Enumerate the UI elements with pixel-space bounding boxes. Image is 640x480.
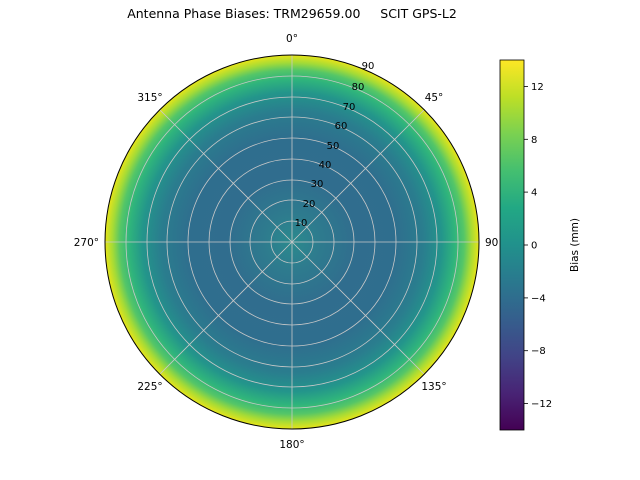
colorbar-gradient — [499, 59, 525, 431]
radial-tick-label: 10 — [295, 218, 308, 229]
radial-tick-label: 50 — [327, 141, 340, 152]
colorbar-tick-label: 12 — [531, 82, 544, 93]
radial-tick-label: 60 — [335, 121, 348, 132]
radial-tick-label: 80 — [352, 82, 365, 93]
angle-tick-label: 135° — [421, 381, 446, 393]
angle-tick-labels: 0° 45° 90 135° 180° 225° 270° 315° — [74, 33, 499, 451]
radial-tick-label: 40 — [319, 160, 332, 171]
plot-title: Antenna Phase Biases: TRM29659.00 SCIT G… — [127, 6, 457, 21]
angle-tick-label: 180° — [279, 439, 304, 451]
grid-spoke — [291, 241, 425, 375]
colorbar-tick-labels: 12 8 4 0 −4 −8 −12 — [531, 82, 552, 410]
colorbar-tick-label: −4 — [531, 293, 546, 304]
radial-tick-label: 30 — [311, 179, 324, 190]
colorbar-ticks — [524, 86, 528, 405]
angle-tick-label: 90 — [485, 237, 498, 249]
colorbar-axis-label: Bias (mm) — [569, 218, 581, 272]
colorbar: 12 8 4 0 −4 −8 −12 Bias (mm) — [499, 59, 581, 431]
grid-spoke — [159, 241, 293, 375]
angle-tick-label: 45° — [425, 92, 444, 104]
angular-grid — [105, 55, 479, 429]
angle-tick-label: 270° — [74, 237, 99, 249]
colorbar-tick-label: −12 — [531, 399, 552, 410]
radial-tick-label: 70 — [343, 102, 356, 113]
angle-tick-label: 315° — [137, 92, 162, 104]
angle-tick-label: 0° — [286, 33, 298, 45]
grid-spoke — [291, 109, 425, 243]
colorbar-tick-label: 8 — [531, 135, 537, 146]
radial-tick-label: 20 — [303, 199, 316, 210]
radial-tick-label: 90 — [362, 61, 375, 72]
radial-tick-labels: 10 20 30 40 50 60 70 80 90 — [295, 61, 375, 229]
grid-spoke — [159, 109, 293, 243]
angle-tick-label: 225° — [137, 381, 162, 393]
polar-outline — [104, 54, 480, 430]
colorbar-tick-label: 4 — [531, 188, 537, 199]
colorbar-tick-label: 0 — [531, 241, 537, 252]
colorbar-tick-label: −8 — [531, 346, 546, 357]
